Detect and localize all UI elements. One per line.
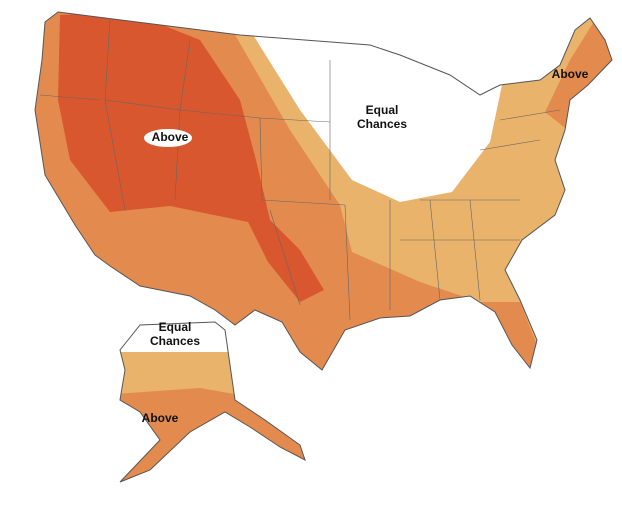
region-label: Equal [159,320,192,334]
region-label: Above [142,411,179,425]
state-borders [39,19,561,321]
us-outline [34,11,613,371]
alaska-outline [119,321,306,483]
region-label: Above [552,67,589,81]
region-label: Above [152,130,189,144]
region-label: Chances [150,334,200,348]
label-background [144,129,192,147]
contiguous-us [35,12,612,370]
region-label: Chances [357,117,407,131]
region-label: Equal [366,103,399,117]
